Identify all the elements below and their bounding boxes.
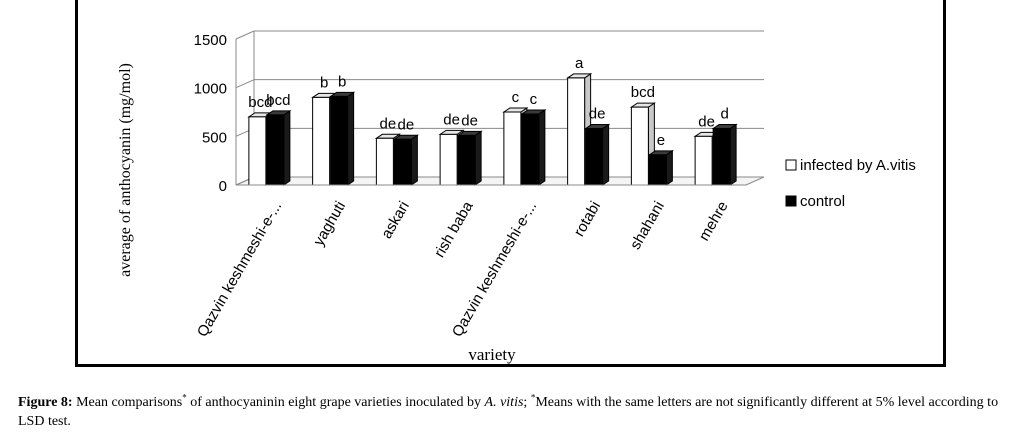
bar-control-face — [266, 114, 285, 186]
caption-part4: Means with the same letters are not sign… — [18, 395, 999, 429]
significance-letter: d — [720, 106, 728, 123]
bar-control-face — [330, 95, 349, 186]
y-axis-title: average of anthocyanin (mg/mol) — [117, 63, 134, 277]
significance-letter: de — [698, 113, 715, 130]
bar-infected-face — [248, 116, 267, 186]
axes: 0 500 1000 1500 Qazvin keshmeshi-e-... yaghut… — [117, 32, 746, 364]
bar-control — [647, 149, 675, 186]
bar-control — [711, 123, 738, 186]
bar-control-face — [521, 113, 540, 186]
bar-infected-face — [694, 135, 713, 186]
bar-control-side — [283, 109, 291, 186]
x-axis-title: variety — [468, 345, 516, 364]
bar-control-face — [393, 138, 412, 186]
legend-swatch — [785, 195, 797, 207]
bar-control — [265, 109, 292, 186]
caption-organism: A. vitis — [484, 395, 524, 410]
x-tick-label: yaghuti — [310, 199, 349, 249]
bar-control — [392, 134, 420, 186]
bar-control — [456, 130, 483, 186]
y-tick-label: 1000 — [194, 81, 227, 98]
gridline-depth — [235, 30, 255, 40]
caption-star-2: * — [530, 392, 536, 403]
significance-letter: e — [657, 132, 665, 149]
caption-part3: ; — [523, 395, 531, 410]
bar-control — [520, 109, 547, 186]
bar-control-face — [457, 134, 476, 186]
legend-swatch — [785, 159, 797, 171]
x-tick-label: rotabi — [571, 199, 604, 240]
y-tick-label: 500 — [202, 129, 227, 146]
x-tick-label: Qazvin keshmeshi-e-... — [194, 199, 285, 340]
caption-label: Figure 8: — [18, 395, 73, 410]
figure-frame: bcd bcd b b de de de de c c a de bcd e de d 0 500 1000 150… — [75, 0, 946, 367]
significance-letter: b — [320, 74, 328, 91]
legend: infected by A.vitis control — [785, 157, 916, 210]
caption-star: * — [182, 392, 187, 403]
significance-letter: de — [589, 106, 606, 123]
bar-control — [328, 91, 356, 186]
significance-letter: de — [398, 116, 415, 133]
bar-control-side — [729, 123, 737, 186]
significance-letter: b — [338, 73, 346, 90]
y-tick-label: 0 — [219, 178, 227, 195]
legend-label: infected by A.vitis — [800, 157, 916, 174]
bars — [247, 72, 738, 186]
bar-infected-face — [567, 77, 586, 186]
significance-letter: bcd — [631, 84, 655, 101]
bar-control-face — [585, 128, 604, 186]
significance-letter: de — [443, 111, 460, 128]
caption-part2: of anthocyaninin eight grape varieties i… — [186, 395, 485, 410]
legend-label: control — [800, 193, 845, 210]
bar-control-side — [474, 130, 482, 186]
bar-infected-face — [375, 137, 394, 186]
figure-caption: Figure 8: Mean comparisons* of anthocyan… — [18, 393, 1008, 431]
bar-control — [583, 123, 611, 186]
y-tick-label: 1500 — [194, 32, 227, 49]
bar-control-side — [602, 123, 610, 186]
significance-letter: de — [380, 115, 397, 132]
x-tick-label: rish baba — [431, 198, 477, 261]
bar-infected-face — [439, 133, 458, 186]
bar-infected-face — [312, 96, 331, 186]
significance-letter: bcd — [266, 92, 290, 109]
x-tick-label: shahani — [627, 199, 668, 253]
bar-control-face — [712, 128, 731, 186]
bar-infected-face — [503, 111, 522, 186]
x-tick-label: askari — [378, 199, 413, 242]
significance-letter: c — [530, 91, 538, 108]
bar-infected-face — [630, 106, 649, 186]
significance-letter: a — [575, 55, 584, 72]
bar-infected — [629, 102, 657, 186]
bar-control-side — [347, 91, 355, 186]
bar-control-side — [665, 149, 673, 186]
x-tick-label: mehre — [696, 199, 732, 244]
caption-part1: Mean comparisons — [72, 395, 183, 410]
bar-control-side — [410, 134, 418, 186]
significance-letter: de — [461, 112, 478, 129]
bar-control-face — [648, 154, 667, 186]
bar-control-side — [538, 109, 546, 186]
gridline-depth — [235, 79, 255, 89]
significance-letter: bcd — [248, 94, 272, 111]
significance-letter: c — [512, 89, 520, 106]
